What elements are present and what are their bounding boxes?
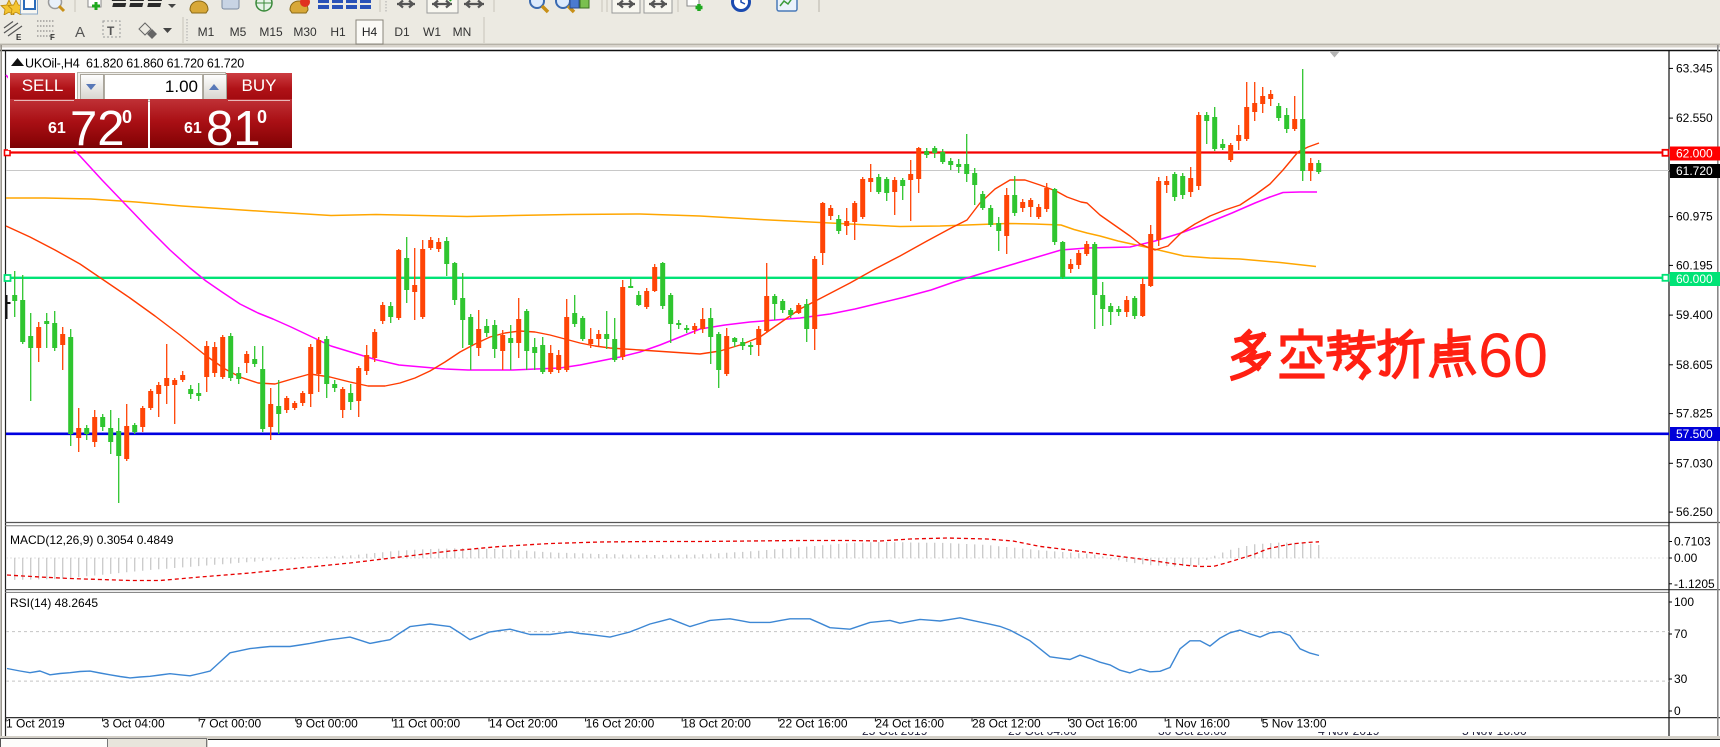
svg-text:T: T <box>107 24 115 38</box>
svg-text:M5: M5 <box>230 25 247 39</box>
svg-text:D1: D1 <box>394 25 410 39</box>
svg-text:W1: W1 <box>423 25 441 39</box>
svg-text:11 Oct 00:00: 11 Oct 00:00 <box>392 717 460 731</box>
svg-text:60: 60 <box>1478 321 1548 391</box>
svg-text:100: 100 <box>1674 595 1694 609</box>
svg-text:1 Nov 16:00: 1 Nov 16:00 <box>1165 717 1230 731</box>
svg-text:5 Nov 13:00: 5 Nov 13:00 <box>1262 717 1327 731</box>
svg-text:14 Oct 20:00: 14 Oct 20:00 <box>489 717 558 731</box>
svg-text:30: 30 <box>1674 672 1688 686</box>
svg-text:57.500: 57.500 <box>1676 427 1713 441</box>
svg-text:9 Oct 00:00: 9 Oct 00:00 <box>296 717 358 731</box>
svg-text:22 Oct 16:00: 22 Oct 16:00 <box>779 717 848 731</box>
svg-text:1 Oct 2019: 1 Oct 2019 <box>6 717 65 731</box>
svg-text:28 Oct 12:00: 28 Oct 12:00 <box>972 717 1041 731</box>
svg-text:16 Oct 20:00: 16 Oct 20:00 <box>586 717 655 731</box>
svg-text:MN: MN <box>453 25 472 39</box>
svg-text:62.000: 62.000 <box>1676 147 1713 161</box>
svg-text:M30: M30 <box>293 25 317 39</box>
svg-text:RSI(14) 48.2645: RSI(14) 48.2645 <box>10 596 98 610</box>
svg-text:A: A <box>75 24 85 41</box>
svg-text:61.720: 61.720 <box>1676 164 1713 178</box>
svg-text:0.7103: 0.7103 <box>1674 535 1711 549</box>
svg-text:57.825: 57.825 <box>1676 407 1713 421</box>
svg-text:24 Oct 16:00: 24 Oct 16:00 <box>875 717 944 731</box>
svg-text:62.550: 62.550 <box>1676 111 1713 125</box>
svg-text:61.820 61.860 61.720 61.720: 61.820 61.860 61.720 61.720 <box>86 57 244 71</box>
svg-text:70: 70 <box>1674 627 1688 641</box>
svg-text:30 Oct 16:00: 30 Oct 16:00 <box>1069 717 1138 731</box>
svg-text:0.00: 0.00 <box>1674 551 1698 565</box>
svg-text:UKOil-,H4: UKOil-,H4 <box>25 57 80 71</box>
svg-text:M1: M1 <box>198 25 215 39</box>
svg-text:H1: H1 <box>330 25 346 39</box>
svg-text:M15: M15 <box>259 25 283 39</box>
svg-text:60.000: 60.000 <box>1676 272 1713 286</box>
svg-text:H4: H4 <box>362 25 378 39</box>
svg-text:0: 0 <box>1674 704 1681 718</box>
svg-text:59.400: 59.400 <box>1676 308 1713 322</box>
svg-text:56.250: 56.250 <box>1676 505 1713 519</box>
svg-text:18 Oct 20:00: 18 Oct 20:00 <box>682 717 751 731</box>
svg-text:58.605: 58.605 <box>1676 358 1713 372</box>
svg-text:7 Oct 00:00: 7 Oct 00:00 <box>199 717 261 731</box>
svg-text:60.195: 60.195 <box>1676 258 1713 272</box>
svg-text:3 Oct 04:00: 3 Oct 04:00 <box>103 717 165 731</box>
svg-text:60.975: 60.975 <box>1676 210 1713 224</box>
svg-text:-1.1205: -1.1205 <box>1674 577 1715 591</box>
svg-text:63.345: 63.345 <box>1676 61 1713 75</box>
svg-text:MACD(12,26,9) 0.3054 0.4849: MACD(12,26,9) 0.3054 0.4849 <box>10 533 174 547</box>
svg-text:57.030: 57.030 <box>1676 456 1713 470</box>
svg-text:F: F <box>50 33 55 42</box>
svg-text:E: E <box>16 33 22 42</box>
